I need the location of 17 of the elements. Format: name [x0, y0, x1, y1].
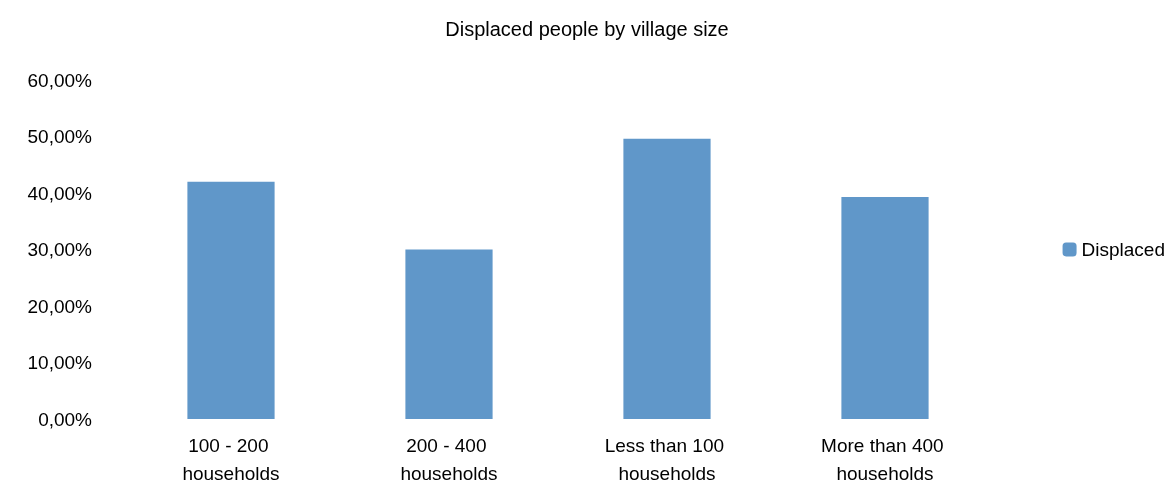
x-tick-label: Less than 100 households [604, 434, 730, 484]
y-tick-label: 30,00% [27, 239, 93, 260]
y-tick-label: 20,00% [27, 295, 93, 317]
x-tick-label: 200 - 400 households [400, 434, 498, 484]
bar [405, 249, 493, 419]
y-tick-label: 0,00% [38, 408, 93, 430]
y-tick-label: 40,00% [27, 182, 93, 204]
chart-title: Displaced people by village size [445, 18, 729, 40]
x-tick-label: More than 400 households [821, 434, 949, 484]
y-tick-label: 10,00% [27, 352, 93, 373]
bar [623, 138, 711, 419]
legend-label: Displaced [1081, 239, 1166, 260]
x-tick-label: 100 - 200 households [182, 434, 280, 484]
bar [841, 196, 929, 419]
bar [187, 181, 275, 419]
y-tick-label: 60,00% [27, 69, 93, 91]
y-tick-label: 50,00% [27, 126, 93, 147]
